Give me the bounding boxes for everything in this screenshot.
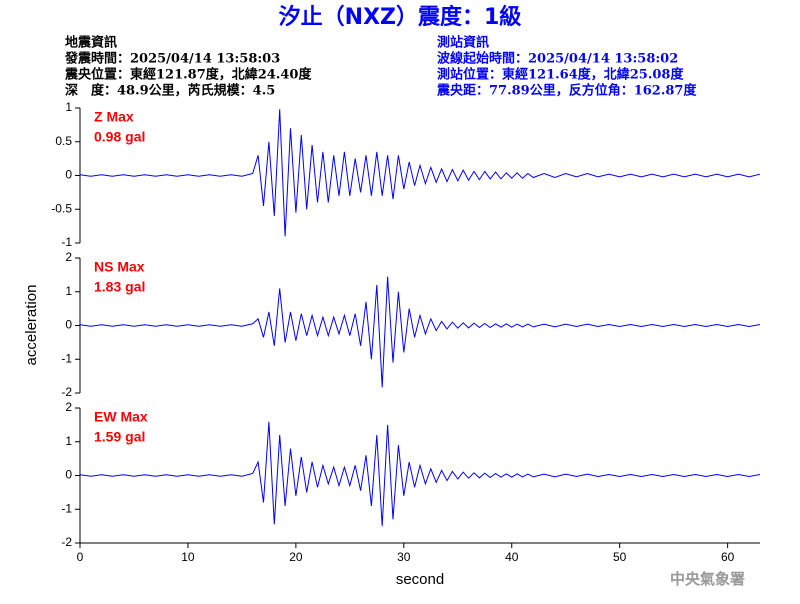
x-tick-label: 50: [613, 550, 627, 564]
y-tick-label: 0: [65, 468, 72, 482]
x-tick-label: 0: [77, 550, 84, 564]
left-info: 發震時間：2025/04/14 13:58:03: [64, 51, 280, 67]
footer: 中央氣象署: [670, 570, 745, 588]
y-tick-label: 0: [65, 168, 72, 182]
x-tick-label: 40: [505, 550, 519, 564]
y-tick-label: 0: [65, 318, 72, 332]
x-tick-label: 10: [181, 550, 195, 564]
y-tick-label: 1: [65, 434, 72, 448]
title: 汐止（NXZ）震度：1級: [279, 4, 522, 30]
left-info: 地震資訊: [65, 35, 117, 51]
right-info: 震央距：77.89公里，反方位角：162.87度: [436, 83, 697, 99]
right-info: 測站位置：東經121.64度，北緯25.08度: [437, 67, 684, 83]
waveform: [79, 109, 761, 237]
y-tick-label: 2: [65, 400, 72, 414]
peak-label: 1.59 gal: [94, 429, 145, 445]
left-info: 深 度：48.9公里，芮氏規模：4.5: [65, 83, 275, 99]
x-tick-label: 30: [397, 550, 411, 564]
component-label: Z Max: [94, 109, 134, 125]
y-tick-label: -2: [61, 535, 72, 549]
peak-label: 0.98 gal: [94, 129, 145, 145]
y-tick-label: -1: [61, 351, 72, 365]
right-info: 測站資訊: [437, 35, 489, 51]
y-tick-label: 0.5: [55, 134, 72, 148]
y-tick-label: 2: [65, 250, 72, 264]
y-tick-label: -2: [61, 385, 72, 399]
y-tick-label: 1: [65, 100, 72, 114]
peak-label: 1.83 gal: [94, 279, 145, 295]
waveform: [79, 276, 761, 388]
right-info: 波線起始時間：2025/04/14 13:58:02: [437, 51, 678, 67]
y-tick-label: -0.5: [51, 201, 72, 215]
y-tick-label: -1: [61, 501, 72, 515]
component-label: NS Max: [94, 259, 145, 275]
x-tick-label: 20: [289, 550, 303, 564]
y-tick-label: 1: [65, 284, 72, 298]
y-axis-label: acceleration: [23, 285, 40, 366]
x-tick-label: 60: [721, 550, 735, 564]
component-label: EW Max: [94, 409, 148, 425]
waveform: [79, 421, 761, 527]
y-tick-label: -1: [61, 235, 72, 249]
x-axis-label: second: [396, 571, 444, 588]
left-info: 震央位置：東經121.87度，北緯24.40度: [64, 67, 312, 83]
